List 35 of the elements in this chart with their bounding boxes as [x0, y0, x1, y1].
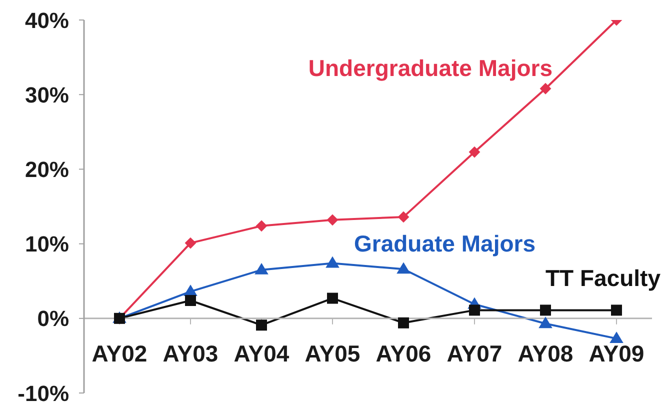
x-tick-label: AY05 [304, 340, 360, 366]
point [540, 304, 551, 316]
y-tick-label: 20% [24, 157, 69, 182]
point [185, 294, 196, 306]
x-tick-label: AY07 [446, 340, 502, 366]
point [611, 304, 622, 316]
point [610, 332, 623, 344]
point [397, 262, 410, 274]
point [326, 256, 339, 268]
point [540, 83, 551, 94]
y-tick-label: -10% [18, 380, 69, 406]
point [256, 220, 267, 232]
x-tick-label: AY04 [234, 340, 290, 366]
point [469, 304, 480, 316]
point [469, 146, 480, 158]
point [398, 211, 409, 222]
point [256, 320, 267, 331]
y-tick-label: 10% [24, 232, 69, 257]
y-tick-label: 30% [24, 82, 69, 108]
x-tick-label: AY03 [162, 340, 218, 366]
series-label: TT Faculty [545, 265, 661, 292]
point [255, 263, 268, 274]
point [398, 317, 409, 328]
x-tick-label: AY09 [588, 340, 644, 366]
y-tick-label: 0% [37, 306, 69, 332]
x-tick-label: AY06 [376, 340, 432, 366]
x-tick-label: AY02 [92, 340, 148, 366]
point [327, 292, 338, 304]
point [185, 238, 196, 249]
point [327, 214, 338, 226]
y-tick-label: 40% [24, 8, 69, 33]
series-label: Undergraduate Majors [308, 55, 552, 81]
series-label: Graduate Majors [354, 230, 536, 257]
x-tick-label: AY08 [518, 340, 574, 366]
point [539, 317, 552, 328]
